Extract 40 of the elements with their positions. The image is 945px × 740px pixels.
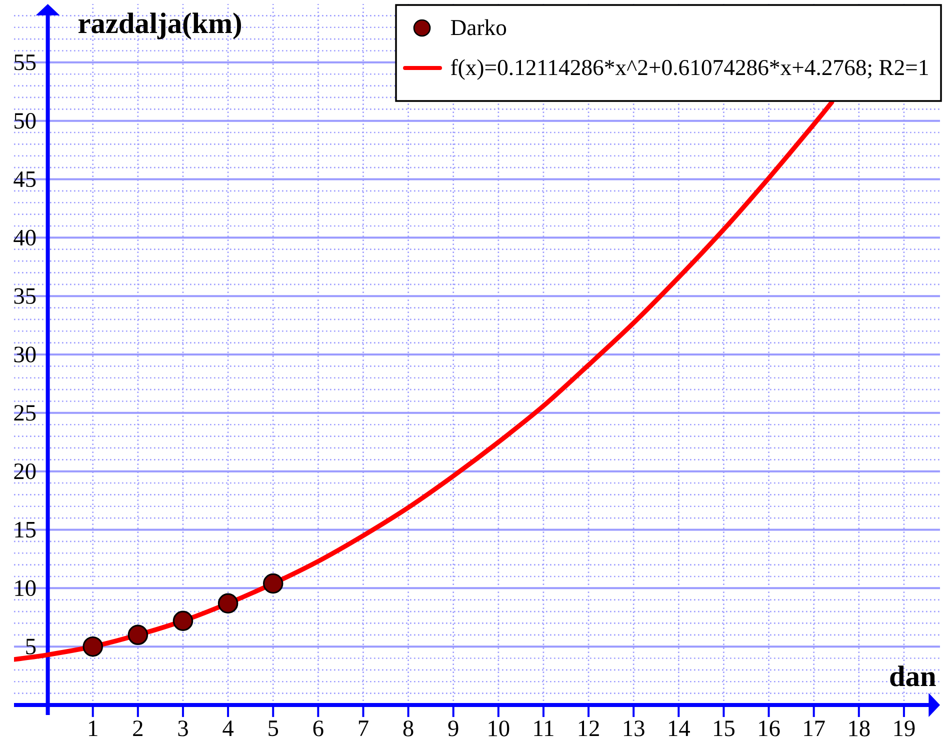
x-tick-label: 8 [403, 720, 414, 736]
x-tick-label: 13 [624, 720, 644, 736]
x-tick-label: 2 [133, 720, 142, 736]
x-tick-label: 4 [222, 720, 234, 736]
x-tick-label: 15 [714, 720, 734, 736]
y-tick-label: 30 [14, 346, 36, 362]
x-tick-label: 7 [358, 720, 368, 736]
x-tick-label: 3 [178, 720, 188, 736]
x-tick-label: 6 [313, 720, 324, 736]
x-tick-label: 16 [759, 720, 780, 736]
y-tick-label: 5 [26, 638, 36, 654]
y-tick-label: 40 [14, 230, 36, 246]
x-axis-title: dan [890, 666, 936, 686]
x-tick-label: 18 [849, 720, 870, 736]
point [82, 636, 103, 657]
y-tick-label: 35 [14, 288, 36, 304]
x-tick-label: 10 [488, 720, 510, 736]
point [128, 624, 148, 646]
y-tick-label: 50 [14, 112, 36, 129]
legend-label: Darko [450, 19, 506, 36]
y-tick-label: 15 [15, 522, 36, 538]
x-tick-label: 5 [268, 720, 278, 736]
x-tick-label: 19 [894, 720, 915, 736]
y-tick-label: 45 [14, 171, 36, 188]
line-series [14, 100, 834, 662]
legend-label: f(x)=0.12114286*x^2+0.61074286*x+4.2768; R2=1 [450, 59, 928, 80]
y-tick-label: 25 [14, 405, 36, 421]
y-axis-title: razdalja(km) [78, 12, 241, 40]
x-tick-label: 9 [448, 720, 458, 736]
point [172, 610, 194, 632]
point [262, 573, 284, 594]
y-tick-label: 10 [15, 580, 36, 596]
x-tick-label: 1 [89, 720, 98, 736]
x-tick-label: 12 [578, 720, 599, 736]
point [218, 593, 238, 614]
y-tick-label: 55 [14, 54, 36, 70]
x-tick-label: 11 [534, 720, 554, 736]
x-tick-label: 14 [669, 720, 690, 736]
y-tick-label: 20 [14, 463, 36, 480]
x-tick-label: 17 [804, 720, 825, 736]
